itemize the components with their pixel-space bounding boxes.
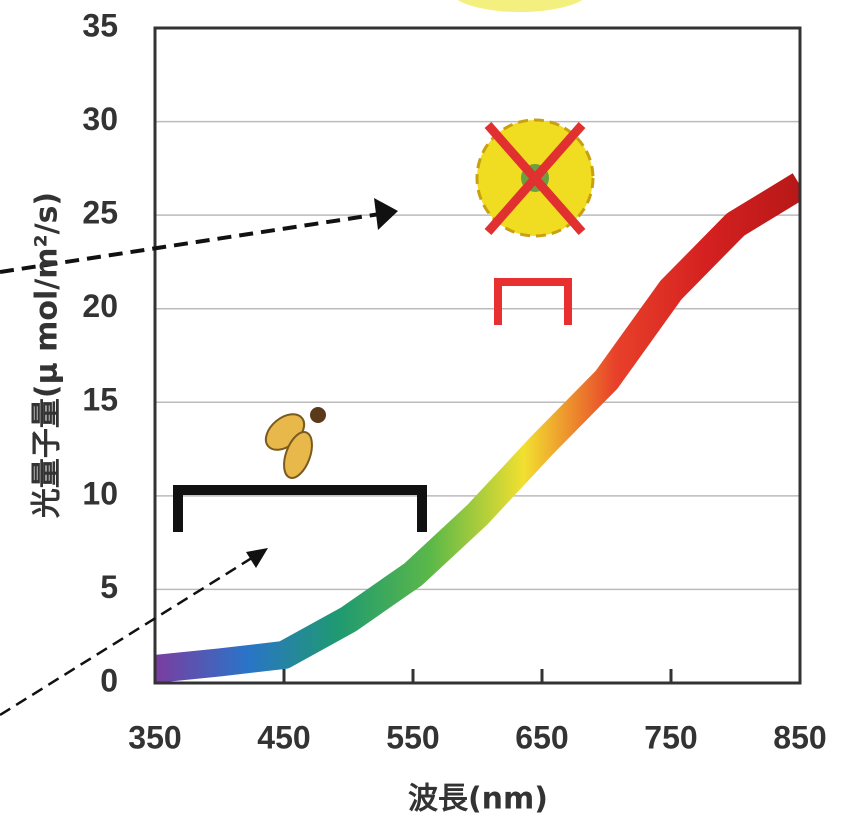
y-tick-label: 0 [100, 662, 118, 698]
y-tick-label: 15 [82, 382, 118, 418]
y-tick-label: 35 [82, 7, 118, 43]
y-tick-label: 10 [82, 475, 118, 511]
x-tick-label: 450 [257, 719, 310, 755]
y-axis-title: 光量子量(μ mol/m²/s) [30, 192, 65, 518]
x-tick-label: 750 [644, 719, 697, 755]
arrow-head [246, 548, 268, 568]
y-tick-label: 5 [100, 569, 118, 605]
y-tick-label: 25 [82, 195, 118, 231]
x-tick-label: 850 [773, 719, 826, 755]
bracket [494, 278, 572, 325]
arrow-line [0, 554, 256, 717]
plot-frame [153, 26, 802, 685]
x-axis-title: 波長(nm) [408, 782, 548, 817]
grid [155, 27, 800, 684]
y-tick-label: 20 [82, 288, 118, 324]
flower-icon [475, 118, 595, 238]
arrow-line [0, 212, 381, 274]
y-tick-label: 30 [82, 101, 118, 137]
insect-icon [264, 407, 326, 479]
bracket [173, 485, 427, 532]
x-tick-label: 350 [128, 719, 181, 755]
x-tick-label: 650 [515, 719, 568, 755]
glow [457, 0, 583, 12]
arrow-head [374, 198, 398, 230]
plot [155, 173, 800, 683]
x-tick-label: 550 [386, 719, 439, 755]
data-line [155, 173, 800, 683]
